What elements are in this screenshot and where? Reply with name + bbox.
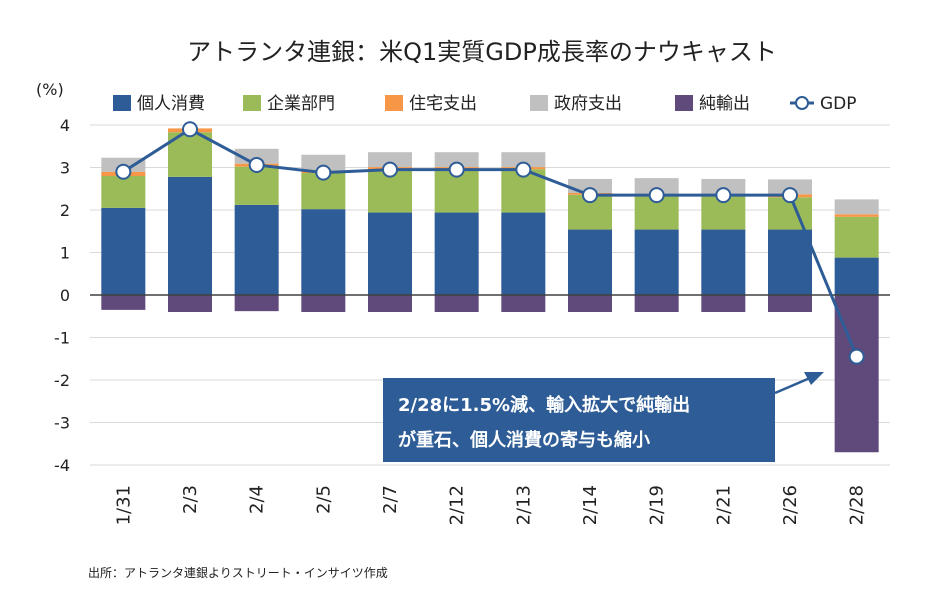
legend-label: 政府支出 <box>554 94 622 114</box>
x-tick-label: 1/31 <box>113 485 134 525</box>
annotation-callout: 2/28に1.5%減、輸入拡大で純輸出 が重石、個人消費の寄与も縮小 <box>383 372 824 462</box>
y-tick-label: -2 <box>54 371 70 390</box>
bar-segment <box>568 229 612 295</box>
gdp-marker <box>582 187 598 204</box>
bar-segment <box>368 152 412 168</box>
y-tick-label: 3 <box>60 159 70 178</box>
legend-label: 住宅支出 <box>409 94 477 114</box>
bar-segment <box>434 152 479 168</box>
bar-segment <box>168 295 212 312</box>
bar-segment <box>634 295 679 312</box>
stacked-bars <box>101 128 879 453</box>
gdp-marker <box>115 163 132 180</box>
bar-segment <box>701 229 746 295</box>
bar-segment <box>168 176 212 295</box>
gdp-line <box>122 127 859 358</box>
bar-segment <box>368 212 412 295</box>
bar-segment <box>368 295 412 312</box>
gdp-marker <box>715 187 732 204</box>
y-axis-unit-label: (%) <box>36 80 64 99</box>
y-tick-label: 2 <box>60 201 70 220</box>
legend-swatch <box>675 95 693 111</box>
y-tick-label: -3 <box>54 414 70 433</box>
gdp-marker <box>448 161 465 178</box>
gdp-marker <box>848 348 865 365</box>
bar-segment <box>768 179 812 195</box>
bar-segment <box>234 166 279 205</box>
x-tick-label: 2/28 <box>847 485 868 525</box>
bar-segment <box>501 212 546 295</box>
bar-segment <box>434 295 479 312</box>
x-tick-label: 2/4 <box>247 485 268 514</box>
legend-label: 企業部門 <box>267 94 335 114</box>
source-note: 出所：アトランタ連銀よりストリート・インサイツ作成 <box>88 566 388 580</box>
gdp-marker <box>182 121 198 138</box>
gdp-series <box>115 121 865 365</box>
x-tick-label: 2/7 <box>380 485 401 514</box>
bar-segment <box>834 216 879 258</box>
legend-swatch <box>385 95 403 111</box>
bar-segment <box>234 295 279 312</box>
legend-swatch <box>530 95 548 111</box>
gdp-marker <box>515 161 532 178</box>
chart-title: アトランタ連銀：米Q1実質GDP成長率のナウキャスト <box>187 38 777 66</box>
x-tick-label: 2/13 <box>513 485 534 525</box>
gdp-marker <box>315 164 332 181</box>
bar-segment <box>768 229 812 295</box>
bar-segment <box>301 295 346 312</box>
x-tick-label: 2/21 <box>713 485 734 525</box>
legend-label: GDP <box>820 94 857 114</box>
bar-segment <box>101 207 146 295</box>
x-axis-ticks: 1/31 2/3 2/4 2/5 2/7 2/12 2/13 2/14 2/19 2/21 2/26… <box>113 485 867 525</box>
bar-segment <box>301 154 346 171</box>
bar-segment <box>434 212 479 295</box>
legend-label: 個人消費 <box>137 94 205 114</box>
x-tick-label: 2/5 <box>313 485 334 514</box>
gdp-marker <box>382 161 398 178</box>
annotation-line-1: 2/28に1.5%減、輸入拡大で純輸出 <box>398 394 690 416</box>
bar-segment <box>101 176 146 208</box>
x-tick-label: 2/14 <box>580 485 601 525</box>
bar-segment <box>234 204 279 295</box>
annotation-arrow <box>774 376 811 395</box>
y-tick-label: 0 <box>60 286 70 305</box>
x-tick-label: 2/19 <box>647 485 668 525</box>
legend-swatch <box>243 95 261 111</box>
bar-segment <box>768 295 812 312</box>
bar-segment <box>301 209 346 295</box>
y-tick-label: 4 <box>60 116 70 135</box>
annotation-box <box>383 378 775 462</box>
bar-segment <box>634 178 679 194</box>
bar-segment <box>834 199 879 215</box>
bar-segment <box>501 152 546 168</box>
x-tick-label: 2/12 <box>447 485 468 525</box>
y-tick-label: 1 <box>60 244 70 263</box>
legend-swatch <box>113 95 131 111</box>
gdp-marker <box>648 187 665 204</box>
y-tick-label: -4 <box>54 456 70 475</box>
bar-segment <box>101 295 146 310</box>
bar-segment <box>701 178 746 195</box>
bar-segment <box>634 229 679 295</box>
gdp-marker <box>248 156 265 173</box>
legend-marker <box>795 96 809 110</box>
bar-segment <box>568 295 612 312</box>
legend: 個人消費 企業部門 住宅支出 政府支出 純輸出 GDP <box>113 94 857 114</box>
annotation-arrowhead <box>804 372 824 385</box>
bar-segment <box>501 295 546 312</box>
bar-segment <box>834 214 879 217</box>
bar-segment <box>701 295 746 312</box>
y-tick-label: -1 <box>54 329 70 348</box>
y-axis-ticks: 4 3 2 1 0 -1 -2 -3 -4 <box>54 116 70 475</box>
gdp-marker <box>782 187 798 204</box>
x-tick-label: 2/26 <box>780 485 801 525</box>
x-tick-label: 2/3 <box>180 485 201 514</box>
annotation-line-2: が重石、個人消費の寄与も縮小 <box>398 429 650 451</box>
bar-segment <box>834 257 879 295</box>
legend-label: 純輸出 <box>699 94 750 114</box>
